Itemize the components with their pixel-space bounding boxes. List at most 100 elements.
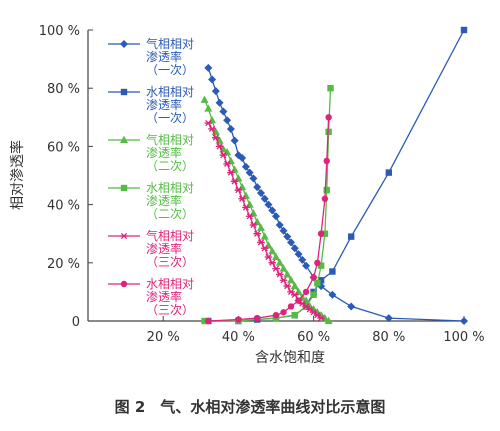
data-point-square — [201, 317, 208, 325]
data-point-circle — [254, 314, 261, 322]
data-point-diamond — [294, 250, 303, 259]
data-point-star — [230, 178, 239, 185]
data-point-diamond — [245, 168, 254, 177]
x-tick-label: 20 % — [147, 330, 180, 345]
legend-label: （三次） — [146, 255, 194, 269]
legend-label: （一次） — [146, 63, 194, 77]
legend-label: 渗透率 — [146, 49, 182, 64]
data-point-diamond — [219, 107, 228, 116]
axes: 20 % 40 % 60 % 80 % 100 % 0 20 % 40 % 60 % 80 % 10… — [39, 24, 485, 345]
legend-label: （一次） — [146, 111, 194, 125]
data-point-diamond — [283, 232, 292, 241]
data-point-circle — [302, 288, 310, 296]
data-point-diamond — [226, 124, 235, 133]
series-line — [208, 29, 465, 322]
data-point-square — [348, 233, 355, 240]
data-point-diamond — [384, 314, 393, 323]
data-point-diamond — [249, 174, 258, 183]
data-point-star — [120, 232, 128, 240]
data-point-star — [268, 259, 277, 266]
data-point-square — [291, 311, 298, 319]
data-point-triangle — [204, 104, 213, 112]
legend-label: 渗透率 — [146, 97, 182, 112]
data-point-star — [291, 291, 299, 298]
data-point-diamond — [230, 136, 239, 145]
data-point-star — [223, 160, 231, 167]
series-5 — [204, 120, 325, 322]
data-point-circle — [280, 309, 287, 316]
data-point-square — [323, 186, 330, 194]
data-point-star — [215, 143, 224, 150]
data-point-triangle — [290, 281, 299, 290]
data-point-star — [257, 239, 265, 246]
data-point-diamond — [253, 183, 262, 192]
y-tick-label: 60 % — [47, 140, 80, 155]
data-point-diamond — [208, 75, 217, 84]
y-tick-label: 0 — [72, 315, 80, 330]
series-line — [204, 88, 332, 322]
data-point-triangle — [324, 316, 333, 324]
data-point-circle — [314, 259, 321, 266]
data-point-circle — [323, 157, 330, 165]
legend-label: 水相相对 — [146, 85, 194, 99]
data-point-triangle — [287, 276, 296, 284]
data-point-circle — [317, 230, 325, 237]
series-2 — [205, 26, 468, 325]
data-point-star — [272, 265, 280, 272]
data-point-square — [310, 291, 317, 299]
data-point-star — [317, 314, 325, 322]
x-tick-label: 40 % — [222, 330, 255, 345]
data-point-star — [249, 221, 258, 229]
data-point-star — [253, 230, 261, 237]
data-point-star — [212, 134, 220, 141]
legend-label: 渗透率 — [146, 241, 182, 256]
data-point-triangle — [120, 135, 128, 143]
data-point-diamond — [272, 212, 280, 221]
data-point-diamond — [211, 87, 220, 96]
data-point-star — [219, 152, 228, 159]
data-point-circle — [310, 274, 317, 281]
legend-label: （二次） — [146, 207, 194, 221]
legend-label: 水相相对 — [146, 181, 194, 195]
data-point-star — [242, 204, 250, 211]
data-point-diamond — [223, 116, 232, 125]
legend-label: （二次） — [146, 159, 194, 173]
data-point-triangle — [283, 270, 292, 278]
x-tick-label: 80 % — [372, 330, 405, 345]
legend-label: 渗透率 — [146, 145, 182, 160]
data-point-diamond — [268, 206, 277, 215]
data-point-diamond — [290, 244, 299, 253]
data-point-diamond — [298, 255, 307, 264]
data-point-star — [227, 169, 235, 176]
data-point-circle — [272, 311, 280, 319]
data-point-circle — [295, 297, 302, 304]
legend-label: 渗透率 — [146, 193, 182, 208]
data-point-diamond — [238, 154, 247, 163]
data-point-star — [275, 271, 284, 278]
data-point-square — [329, 268, 336, 275]
data-point-square — [385, 169, 392, 176]
data-point-circle — [321, 195, 329, 202]
data-point-square — [460, 26, 468, 34]
data-point-diamond — [264, 200, 273, 209]
data-point-circle — [235, 316, 242, 323]
series-line — [204, 99, 330, 322]
legend-label: （三次） — [146, 303, 194, 317]
data-point-square — [321, 230, 329, 237]
legend-label: 水相相对 — [146, 277, 194, 291]
data-point-square — [314, 279, 321, 287]
y-tick-label: 20 % — [47, 257, 80, 272]
data-point-diamond — [287, 238, 296, 247]
data-point-diamond — [204, 63, 213, 72]
data-point-diamond — [347, 302, 356, 311]
legend-label: 气相相对 — [146, 132, 194, 147]
series-6 — [205, 114, 332, 325]
series-layer — [200, 26, 468, 325]
data-point-triangle — [268, 246, 277, 255]
